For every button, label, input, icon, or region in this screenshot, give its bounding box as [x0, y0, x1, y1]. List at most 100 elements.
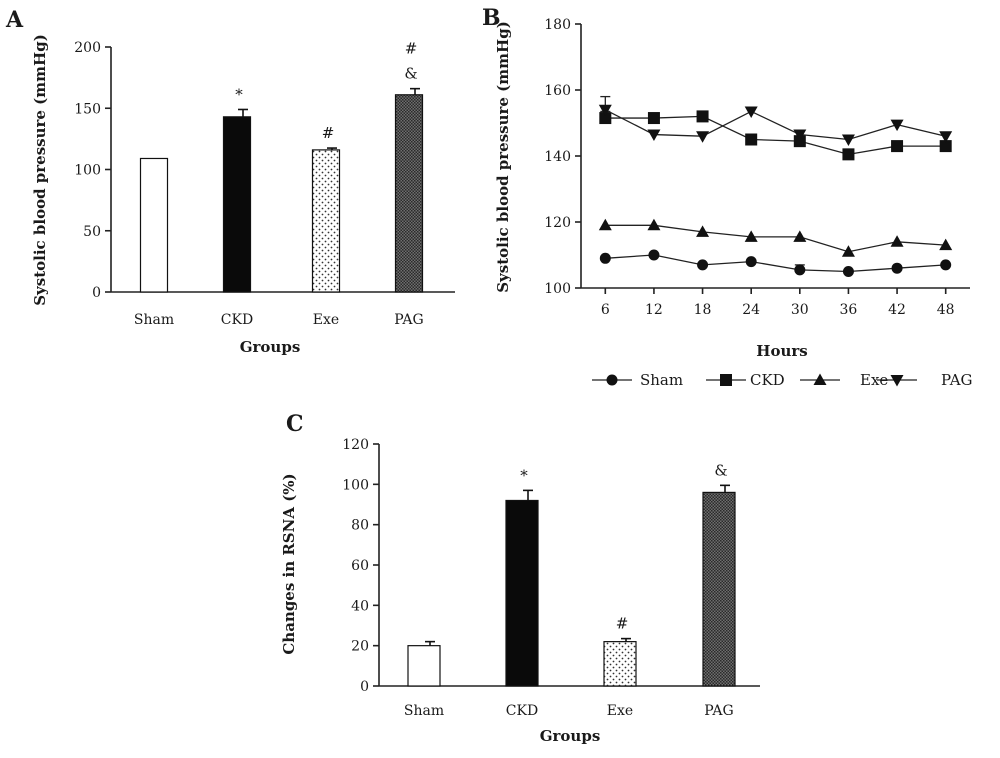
y-tick-label: 150: [74, 101, 101, 117]
y-tick-label: 80: [351, 518, 369, 534]
x-axis-title: Groups: [240, 338, 301, 356]
legend-marker-pag: [890, 375, 904, 387]
x-category-label: Exe: [313, 312, 339, 328]
x-category-label: CKD: [221, 312, 253, 328]
panel-a-label: A: [5, 7, 24, 33]
series-line-exe: [605, 224, 946, 253]
significance-marker: #: [616, 615, 629, 633]
x-axis-title: Groups: [540, 727, 601, 745]
x-tick-label: 12: [645, 302, 663, 318]
x-tick-label: 48: [937, 302, 955, 318]
y-tick-label: 50: [83, 224, 101, 240]
bar-exe: [311, 149, 341, 293]
point-ckd: [696, 110, 709, 123]
x-category-label: Exe: [607, 703, 633, 719]
point-sham: [842, 266, 854, 277]
significance-marker: #: [405, 40, 418, 58]
x-category-label: CKD: [506, 703, 538, 719]
point-sham: [697, 259, 709, 271]
point-ckd: [842, 148, 855, 161]
bar-ckd: [222, 116, 252, 293]
significance-marker: *: [520, 466, 528, 484]
panel-c-label: C: [286, 411, 304, 437]
y-axis-title: Systolic blood pressure (mmHg): [494, 21, 512, 293]
point-exe: [744, 230, 758, 242]
significance-marker: *: [235, 85, 243, 103]
point-pag: [744, 106, 758, 118]
point-ckd: [891, 140, 904, 153]
x-tick-label: 36: [840, 302, 858, 318]
point-pag: [890, 119, 904, 132]
point-exe: [647, 218, 661, 231]
x-axis-title: Hours: [756, 342, 807, 360]
point-sham: [794, 264, 806, 276]
significance-marker: &: [714, 461, 727, 479]
legend-label-pag: PAG: [941, 371, 973, 389]
bar-pag: [394, 94, 424, 293]
x-tick-label: 18: [694, 302, 712, 318]
point-exe: [696, 225, 710, 237]
point-exe: [793, 230, 807, 242]
bar-exe: [603, 641, 637, 687]
x-tick-label: 6: [601, 302, 610, 318]
point-pag: [598, 104, 612, 117]
bar-sham: [139, 157, 169, 293]
panel-b-label: B: [482, 5, 501, 31]
y-tick-label: 20: [351, 639, 369, 655]
x-category-label: PAG: [394, 312, 423, 328]
bar-ckd: [505, 499, 539, 687]
point-pag: [841, 134, 855, 146]
point-exe: [598, 218, 612, 231]
panel-c-chart: 0 20 40 60 80 100 120 Sham CKD * Exe # PAG & Groups Cha…: [280, 437, 760, 745]
point-pag: [647, 129, 661, 142]
y-axis-title: Systolic blood pressure (mmHg): [31, 34, 49, 306]
legend-label-ckd: CKD: [750, 371, 785, 389]
bar-sham: [407, 645, 441, 687]
series-line-sham: [605, 254, 946, 273]
legend-label-sham: Sham: [640, 371, 683, 389]
y-tick-label: 0: [92, 285, 101, 301]
x-tick-label: 24: [742, 302, 760, 318]
point-pag: [793, 129, 807, 142]
y-tick-label: 100: [342, 477, 369, 493]
point-ckd: [647, 112, 660, 125]
point-sham: [648, 249, 660, 261]
x-category-label: PAG: [704, 703, 733, 719]
point-ckd: [599, 112, 612, 125]
point-sham: [599, 252, 611, 264]
x-category-label: Sham: [134, 312, 174, 328]
y-tick-label: 140: [544, 149, 571, 165]
point-sham: [940, 259, 952, 271]
legend-marker-sham: [606, 374, 618, 386]
panel-a-chart: 0 50 100 150 200 Sham CKD * Exe # PAG & # Groups Systo…: [31, 34, 455, 356]
y-tick-label: 160: [544, 83, 571, 99]
point-ckd: [745, 133, 758, 146]
y-tick-label: 0: [360, 679, 369, 695]
y-tick-label: 180: [544, 17, 571, 33]
x-tick-label: 42: [888, 302, 906, 318]
significance-marker: &: [404, 65, 417, 83]
legend: Sham CKD Exe PAG: [592, 371, 973, 389]
panel-b-chart: 100 120 140 160 180 6 12 18 24 30 36 42 48 Hours Systo…: [494, 17, 973, 389]
x-category-label: Sham: [404, 703, 444, 719]
y-tick-label: 60: [351, 558, 369, 574]
point-ckd: [793, 135, 806, 148]
point-pag: [939, 131, 953, 143]
significance-marker: #: [322, 124, 335, 142]
point-exe: [939, 238, 953, 251]
legend-marker-exe: [813, 373, 827, 385]
point-ckd: [939, 140, 952, 153]
legend-marker-ckd: [720, 374, 732, 386]
series-line-pag: [605, 109, 946, 141]
x-tick-label: 30: [791, 302, 809, 318]
point-pag: [696, 131, 710, 143]
y-axis-title: Changes in RSNA (%): [280, 473, 298, 654]
point-sham: [745, 256, 757, 268]
point-sham: [891, 262, 903, 274]
point-exe: [890, 235, 904, 247]
y-tick-label: 120: [544, 215, 571, 231]
y-tick-label: 100: [74, 163, 101, 179]
point-exe: [841, 245, 855, 257]
y-tick-label: 40: [351, 598, 369, 614]
